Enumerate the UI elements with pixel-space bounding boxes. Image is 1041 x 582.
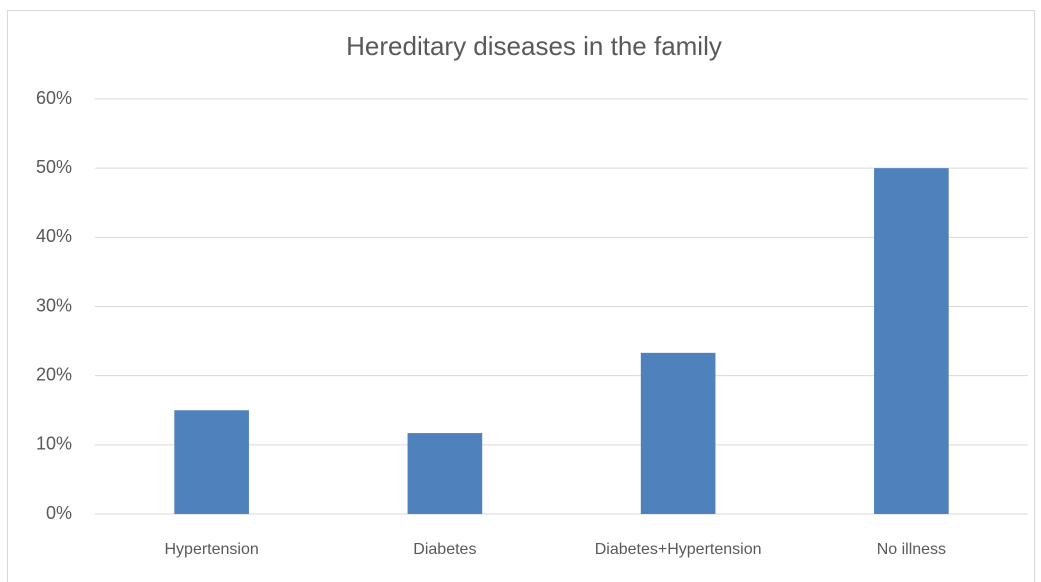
x-tick-label: Hypertension [164,541,258,558]
x-tick-label: Diabetes [413,541,476,558]
y-tick-label: 10% [36,434,72,454]
y-tick-label: 50% [36,157,72,177]
y-tick-label: 20% [36,364,72,384]
chart-title: Hereditary diseases in the family [346,31,722,61]
bar [174,410,249,514]
y-tick-label: 30% [36,295,72,315]
bar [874,168,949,514]
bar [640,352,716,514]
x-tick-label: No illness [877,541,946,558]
y-tick-label: 0% [46,503,72,523]
x-tick-label: Diabetes+Hypertension [595,541,762,558]
y-tick-label: 40% [36,226,72,246]
y-tick-label: 60% [36,88,72,108]
bar [407,433,483,514]
